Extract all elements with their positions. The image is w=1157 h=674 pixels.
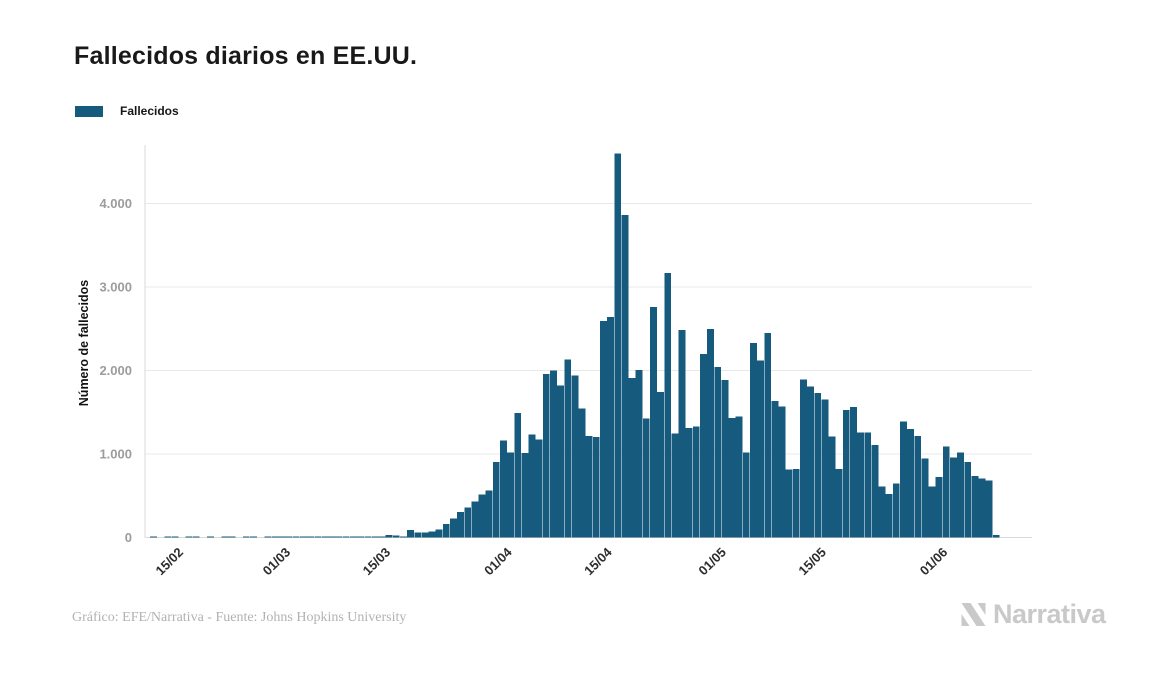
svg-text:15/05: 15/05 <box>795 545 829 579</box>
svg-text:2.000: 2.000 <box>99 363 132 378</box>
footer-credit: Gráfico: EFE/Narrativa - Fuente: Johns H… <box>72 610 407 625</box>
chart-title: Fallecidos diarios en EE.UU. <box>74 42 418 70</box>
svg-text:01/04: 01/04 <box>481 544 515 578</box>
svg-text:01/06: 01/06 <box>917 545 951 579</box>
narrativa-n-logo-icon <box>961 603 986 626</box>
brand-logo: Narrativa <box>960 599 1106 630</box>
svg-text:15/04: 15/04 <box>581 544 615 578</box>
svg-text:4.000: 4.000 <box>99 196 132 211</box>
svg-text:1.000: 1.000 <box>99 447 132 462</box>
svg-text:0: 0 <box>125 530 132 545</box>
bar-chart-plot-area[interactable]: 0 1.000 2.000 3.000 4.000 15/02 01/03 15/03 01/0… <box>0 0 1157 600</box>
legend-swatch <box>75 105 103 117</box>
svg-text:01/05: 01/05 <box>695 545 729 579</box>
brand-name: Narrativa <box>993 599 1106 629</box>
svg-text:3.000: 3.000 <box>99 280 132 295</box>
svg-text:01/03: 01/03 <box>260 545 294 579</box>
svg-text:15/02: 15/02 <box>153 545 187 579</box>
legend-label: Fallecidos <box>120 104 179 118</box>
legend-item-fallecidos[interactable]: Fallecidos <box>75 104 179 118</box>
svg-text:15/03: 15/03 <box>360 545 394 579</box>
